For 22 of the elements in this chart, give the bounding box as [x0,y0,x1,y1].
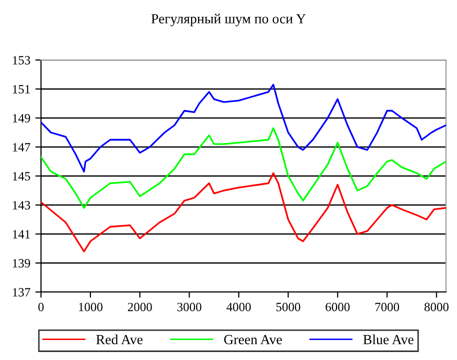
x-tick-label: 8000 [424,302,449,312]
x-tick-label: 2000 [128,302,152,312]
legend-label: Green Ave [224,334,282,344]
chart-title: Регулярный шум по оси Y [151,14,306,26]
x-tick-label: 6000 [326,302,350,312]
legend-label: Blue Ave [363,334,414,344]
y-tick-label: 141 [12,230,30,238]
x-tick-label: 4000 [226,302,251,312]
y-tick-label: 139 [12,259,30,268]
y-tick-label: 137 [12,288,30,296]
y-tick-label: 143 [12,201,30,210]
x-tick-label: 1000 [79,302,102,312]
x-tick-label: 7000 [375,302,400,312]
y-tick-label: 145 [12,172,30,180]
y-tick-label: 147 [12,143,30,152]
y-tick-label: 151 [12,85,30,94]
x-tick-label: 5000 [276,302,300,312]
y-tick-label: 149 [12,114,30,122]
x-tick-label: 0 [38,302,44,312]
y-tick-label: 153 [12,56,30,64]
x-tick-label: 3000 [177,302,202,312]
legend-label: Red Ave [96,334,143,344]
